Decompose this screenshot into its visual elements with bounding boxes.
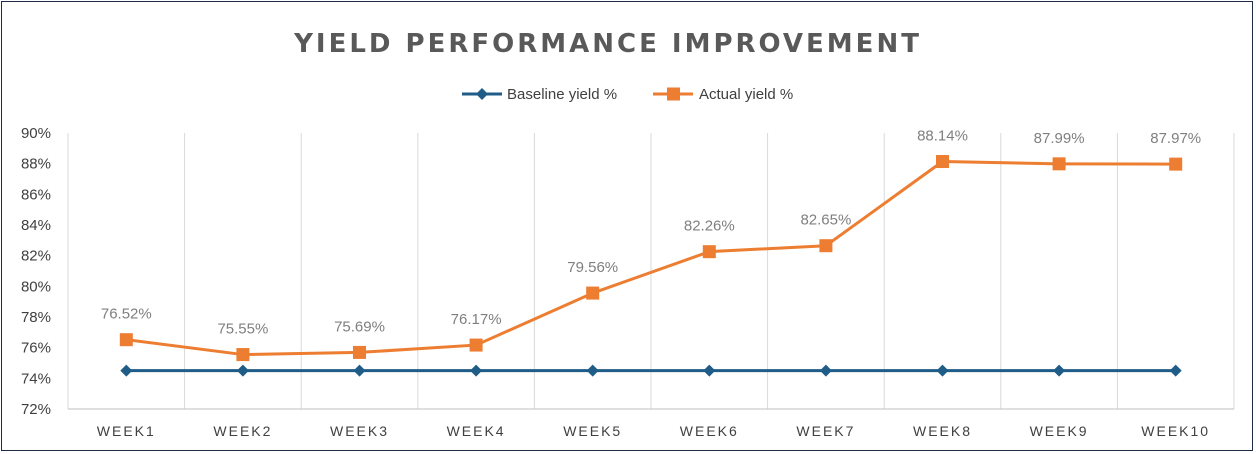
baseline-point: [1053, 364, 1066, 377]
data-label: 82.65%: [800, 212, 851, 229]
y-tick-label: 76%: [21, 340, 51, 357]
x-tick-label: WEEK4: [447, 423, 506, 439]
baseline-point: [1169, 364, 1182, 377]
legend: Baseline yield % Actual yield %: [462, 86, 793, 103]
y-axis: 72% 74% 76% 78% 80% 82% 84% 86% 88% 90%: [21, 125, 51, 418]
x-tick-label: WEEK8: [913, 423, 972, 439]
actual-point: [469, 338, 483, 352]
data-label: 79.56%: [567, 259, 618, 276]
actual-point: [702, 245, 716, 259]
actual-point: [586, 286, 600, 300]
actual-point: [936, 155, 949, 169]
x-tick-label: WEEK3: [330, 423, 389, 439]
baseline-point: [236, 364, 249, 377]
y-tick-label: 80%: [21, 278, 51, 295]
x-tick-label: WEEK7: [796, 423, 855, 439]
x-tick-label: WEEK1: [97, 423, 156, 439]
gridlines: [67, 133, 1235, 410]
y-tick-label: 72%: [21, 401, 51, 418]
actual-point: [119, 333, 133, 347]
x-tick-label: WEEK2: [213, 423, 272, 439]
y-tick-label: 78%: [21, 309, 51, 326]
data-labels: 76.52% 75.55% 75.69% 76.17% 79.56% 82.26% 82.6…: [101, 128, 1201, 338]
legend-label-actual: Actual yield %: [699, 86, 793, 103]
data-label: 75.69%: [334, 318, 385, 335]
baseline-point: [936, 364, 949, 377]
x-tick-label: WEEK9: [1030, 423, 1089, 439]
actual-point: [819, 239, 833, 253]
y-tick-label: 88%: [21, 156, 51, 173]
baseline-point: [470, 364, 483, 377]
series-line-actual: [126, 160, 1176, 357]
baseline-point: [586, 364, 599, 377]
legend-label-baseline: Baseline yield %: [507, 86, 617, 103]
y-tick-label: 74%: [21, 370, 51, 387]
x-tick-label: WEEK5: [563, 423, 622, 439]
x-tick-label: WEEK10: [1141, 423, 1210, 439]
baseline-point: [819, 364, 832, 377]
x-tick-label: WEEK6: [680, 423, 739, 439]
series-layer: [119, 155, 1183, 377]
legend-marker-baseline: [476, 88, 488, 100]
baseline-point: [120, 364, 133, 377]
chart-title: YIELD PERFORMANCE IMPROVEMENT: [293, 29, 922, 59]
data-label: 87.97%: [1150, 130, 1201, 147]
actual-point: [1052, 157, 1066, 171]
data-label: 76.17%: [451, 311, 502, 328]
y-tick-label: 84%: [21, 217, 51, 234]
y-tick-label: 82%: [21, 248, 51, 265]
x-axis: WEEK1 WEEK2 WEEK3 WEEK4 WEEK5 WEEK6 WEEK7 WEEK8…: [97, 423, 1210, 439]
data-label: 88.14%: [917, 128, 968, 145]
data-label: 82.26%: [684, 218, 735, 235]
actual-point: [1169, 157, 1183, 171]
actual-point: [236, 348, 250, 362]
data-label: 76.52%: [101, 306, 152, 323]
baseline-point: [703, 364, 716, 377]
y-tick-label: 90%: [21, 125, 51, 142]
legend-marker-actual: [667, 87, 680, 101]
data-label: 75.55%: [217, 321, 268, 338]
actual-point: [353, 345, 366, 359]
y-tick-label: 86%: [21, 186, 51, 203]
data-label: 87.99%: [1034, 130, 1085, 147]
baseline-point: [353, 364, 366, 377]
